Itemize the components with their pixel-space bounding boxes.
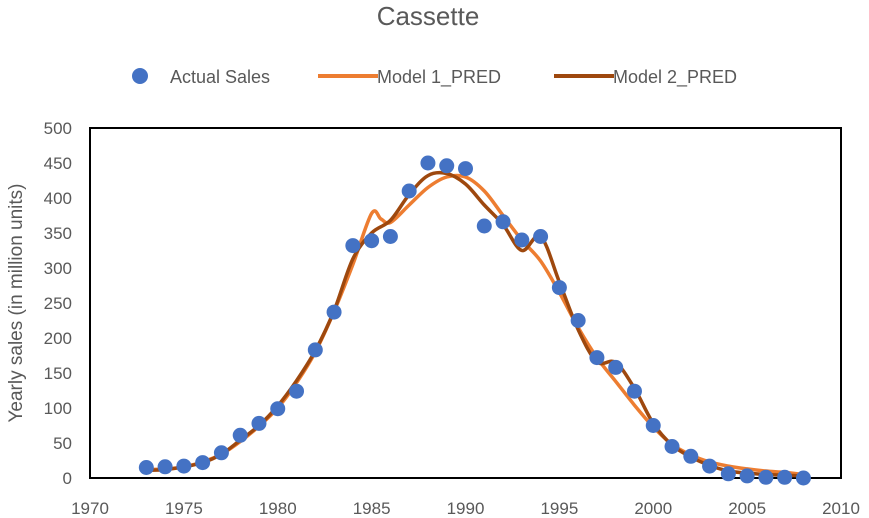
- data-point: [720, 466, 736, 482]
- y-axis: 0 50 100 150 200 250 300 350 400 450 500: [44, 119, 72, 488]
- data-point: [157, 459, 173, 475]
- y-tick-label: 350: [44, 224, 72, 243]
- data-point: [270, 401, 286, 417]
- data-point: [608, 359, 624, 375]
- y-tick-label: 200: [44, 329, 72, 348]
- data-point: [364, 233, 380, 249]
- data-point: [664, 439, 680, 454]
- data-point: [232, 427, 248, 443]
- y-tick-label: 400: [44, 189, 72, 208]
- legend: Actual Sales Model 1_PRED Model 2_PRED: [132, 67, 737, 88]
- plot-area: [89, 127, 842, 479]
- legend-marker-actual-sales: [132, 68, 148, 84]
- data-point: [533, 229, 549, 244]
- data-point: [476, 218, 492, 234]
- data-point: [382, 229, 398, 244]
- y-tick-label: 100: [44, 399, 72, 418]
- data-point: [589, 350, 605, 366]
- data-point: [702, 458, 718, 474]
- x-axis: 1970 1975 1980 1985 1990 1995 2000 2005 2010: [71, 499, 860, 518]
- y-axis-label: Yearly sales (in million units): [6, 183, 27, 422]
- data-point: [795, 470, 811, 486]
- data-point: [213, 445, 229, 461]
- y-tick-label: 50: [53, 434, 72, 453]
- legend-label-model-2: Model 2_PRED: [613, 67, 737, 88]
- data-point: [401, 183, 417, 199]
- data-point: [195, 455, 211, 471]
- data-point: [739, 468, 755, 484]
- data-point: [420, 155, 436, 171]
- legend-label-model-1: Model 1_PRED: [377, 67, 501, 88]
- x-tick-label: 2005: [728, 499, 766, 518]
- x-tick-label: 1985: [353, 499, 391, 518]
- data-point: [439, 158, 455, 174]
- data-point: [345, 238, 361, 254]
- x-tick-label: 1970: [71, 499, 109, 518]
- data-point: [289, 383, 305, 399]
- y-tick-label: 150: [44, 364, 72, 383]
- data-point: [683, 448, 699, 464]
- x-tick-label: 1975: [165, 499, 203, 518]
- x-tick-label: 1980: [259, 499, 297, 518]
- x-tick-label: 2010: [822, 499, 860, 518]
- y-tick-label: 0: [63, 469, 72, 488]
- y-tick-label: 300: [44, 259, 72, 278]
- data-point: [307, 342, 323, 358]
- data-point: [514, 232, 530, 248]
- data-point: [570, 313, 586, 328]
- data-point: [138, 460, 154, 475]
- data-point: [458, 161, 473, 177]
- data-point: [176, 458, 192, 474]
- data-point: [777, 469, 793, 485]
- y-tick-label: 450: [44, 154, 72, 173]
- x-tick-label: 2000: [634, 499, 672, 518]
- data-point: [758, 469, 774, 485]
- data-point: [645, 418, 661, 433]
- y-tick-label: 500: [44, 119, 72, 138]
- chart-title: Cassette: [377, 1, 480, 31]
- legend-label-actual-sales: Actual Sales: [170, 67, 270, 87]
- x-tick-label: 1995: [540, 499, 578, 518]
- x-tick-label: 1990: [447, 499, 485, 518]
- data-point: [551, 280, 567, 296]
- y-tick-label: 250: [44, 294, 72, 313]
- data-point: [251, 415, 267, 431]
- data-point: [326, 304, 342, 320]
- data-point: [495, 214, 511, 230]
- data-point: [626, 383, 642, 399]
- series-points: [138, 155, 811, 486]
